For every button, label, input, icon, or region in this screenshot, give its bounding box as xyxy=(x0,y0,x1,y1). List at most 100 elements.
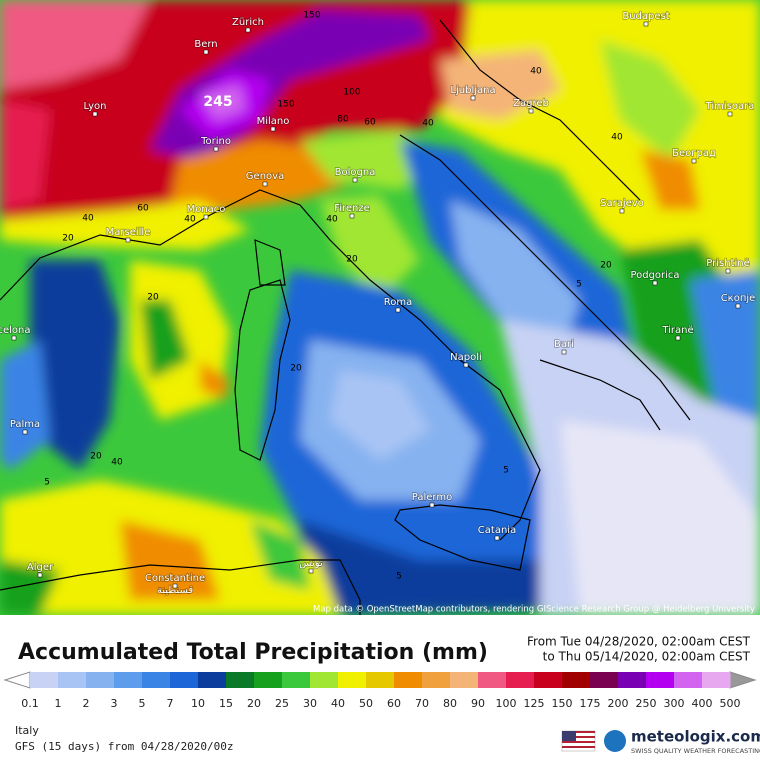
logo-icon xyxy=(604,730,626,752)
colorbar-label: 5 xyxy=(139,697,146,710)
city-label: Lyon xyxy=(83,101,106,112)
colorbar-swatch xyxy=(562,672,591,688)
region: Italy xyxy=(15,724,39,737)
precip-field xyxy=(0,0,760,615)
city-marker xyxy=(494,535,500,541)
city-marker xyxy=(352,177,358,183)
colorbar-label: 175 xyxy=(580,697,601,710)
contour-label: 40 xyxy=(611,133,623,143)
contour-label: 20 xyxy=(600,261,612,271)
flag xyxy=(561,730,596,752)
title: Accumulated Total Precipitation (mm) xyxy=(18,640,488,665)
city-marker xyxy=(11,335,17,341)
colorbar-swatch xyxy=(338,672,367,688)
colorbar-swatch xyxy=(282,672,311,688)
contour-label: 5 xyxy=(396,572,402,582)
colorbar-swatch xyxy=(198,672,227,688)
city-marker xyxy=(262,181,268,187)
city-label: Palermo xyxy=(412,492,452,503)
city-marker xyxy=(125,237,131,243)
contour-label: 5 xyxy=(44,478,50,488)
colorbar-label: 250 xyxy=(636,697,657,710)
brand[interactable]: meteologix.com xyxy=(631,728,760,746)
contour-label: 80 xyxy=(337,115,349,125)
city-marker xyxy=(270,126,276,132)
colorbar-swatch xyxy=(394,672,423,688)
city-label: Firenze xyxy=(334,203,370,214)
city-label: Roma xyxy=(384,297,413,308)
colorbar-swatch xyxy=(142,672,171,688)
contour-label: 60 xyxy=(364,118,376,128)
city-label: Milano xyxy=(257,116,290,127)
colorbar-label: 40 xyxy=(331,697,345,710)
colorbar-label: 200 xyxy=(608,697,629,710)
city-marker xyxy=(245,27,251,33)
city-label: Catania xyxy=(478,525,516,536)
contour-label: 150 xyxy=(277,100,294,110)
contour-label: 150 xyxy=(303,11,320,21)
city-label: Torino xyxy=(200,136,231,147)
colorbar-swatch xyxy=(534,672,563,688)
colorbar-label: 125 xyxy=(524,697,545,710)
city-label: Alger xyxy=(27,562,54,573)
city-label: Sarajevo xyxy=(600,198,644,209)
city-label: Palma xyxy=(10,419,40,430)
colorbar-swatch xyxy=(674,672,703,688)
city-label: Prishtinë xyxy=(706,258,749,269)
colorbar-label: 15 xyxy=(219,697,233,710)
period-to: to Thu 05/14/2020, 02:00am CEST xyxy=(543,650,751,664)
city-marker xyxy=(22,429,28,435)
contour-label: 40 xyxy=(422,119,434,129)
city-label: Tiranë xyxy=(661,325,693,336)
colorbar-swatch xyxy=(58,672,87,688)
colorbar-label: 30 xyxy=(303,697,317,710)
city-label: Bari xyxy=(554,339,574,350)
colorbar-swatch xyxy=(30,672,59,688)
city-label: Timisoara xyxy=(705,101,755,112)
colorbar-label: 3 xyxy=(111,697,118,710)
city-label: تونس xyxy=(299,558,323,569)
colorbar-label: 1 xyxy=(55,697,62,710)
city-label: celona xyxy=(0,325,31,336)
contour-label: 20 xyxy=(62,234,74,244)
city-marker xyxy=(92,111,98,117)
city-marker xyxy=(691,158,697,164)
city-label: Zagreb xyxy=(513,98,549,109)
colorbar-label: 400 xyxy=(692,697,713,710)
city-label: Budapest xyxy=(622,11,669,22)
city-label: Monaco xyxy=(187,204,226,215)
colorbar-swatch xyxy=(366,672,395,688)
city-marker xyxy=(213,146,219,152)
colorbar-swatch xyxy=(254,672,283,688)
contour-label: 60 xyxy=(137,204,149,214)
city-marker xyxy=(463,362,469,368)
colorbar-swatch xyxy=(478,672,507,688)
colorbar-label: 70 xyxy=(415,697,429,710)
colorbar-swatch xyxy=(506,672,535,688)
city-label: Београд xyxy=(672,148,716,159)
peak-label: 245 xyxy=(203,94,232,110)
colorbar-swatch xyxy=(86,672,115,688)
colorbar-swatch xyxy=(450,672,479,688)
city-marker xyxy=(528,108,534,114)
colorbar-label: 150 xyxy=(552,697,573,710)
contour-label: 40 xyxy=(326,215,338,225)
tagline: SWISS QUALITY WEATHER FORECASTING xyxy=(631,747,760,755)
period-from: From Tue 04/28/2020, 02:00am CEST xyxy=(527,635,751,649)
city-marker xyxy=(308,568,314,574)
contour-label: 40 xyxy=(184,215,196,225)
city-marker xyxy=(429,502,435,508)
contour-label: 40 xyxy=(82,214,94,224)
colorbar-label: 300 xyxy=(664,697,685,710)
colorbar-label: 50 xyxy=(359,697,373,710)
city-label: Скопје xyxy=(721,292,756,304)
colorbar-label: 60 xyxy=(387,697,401,710)
city-label: Podgorica xyxy=(630,270,679,281)
colorbar-swatch xyxy=(226,672,255,688)
colorbar-swatch xyxy=(646,672,675,688)
colorbar-label: 100 xyxy=(496,697,517,710)
colorbar-swatch xyxy=(618,672,647,688)
model-run: GFS (15 days) from 04/28/2020/00z xyxy=(15,740,234,753)
